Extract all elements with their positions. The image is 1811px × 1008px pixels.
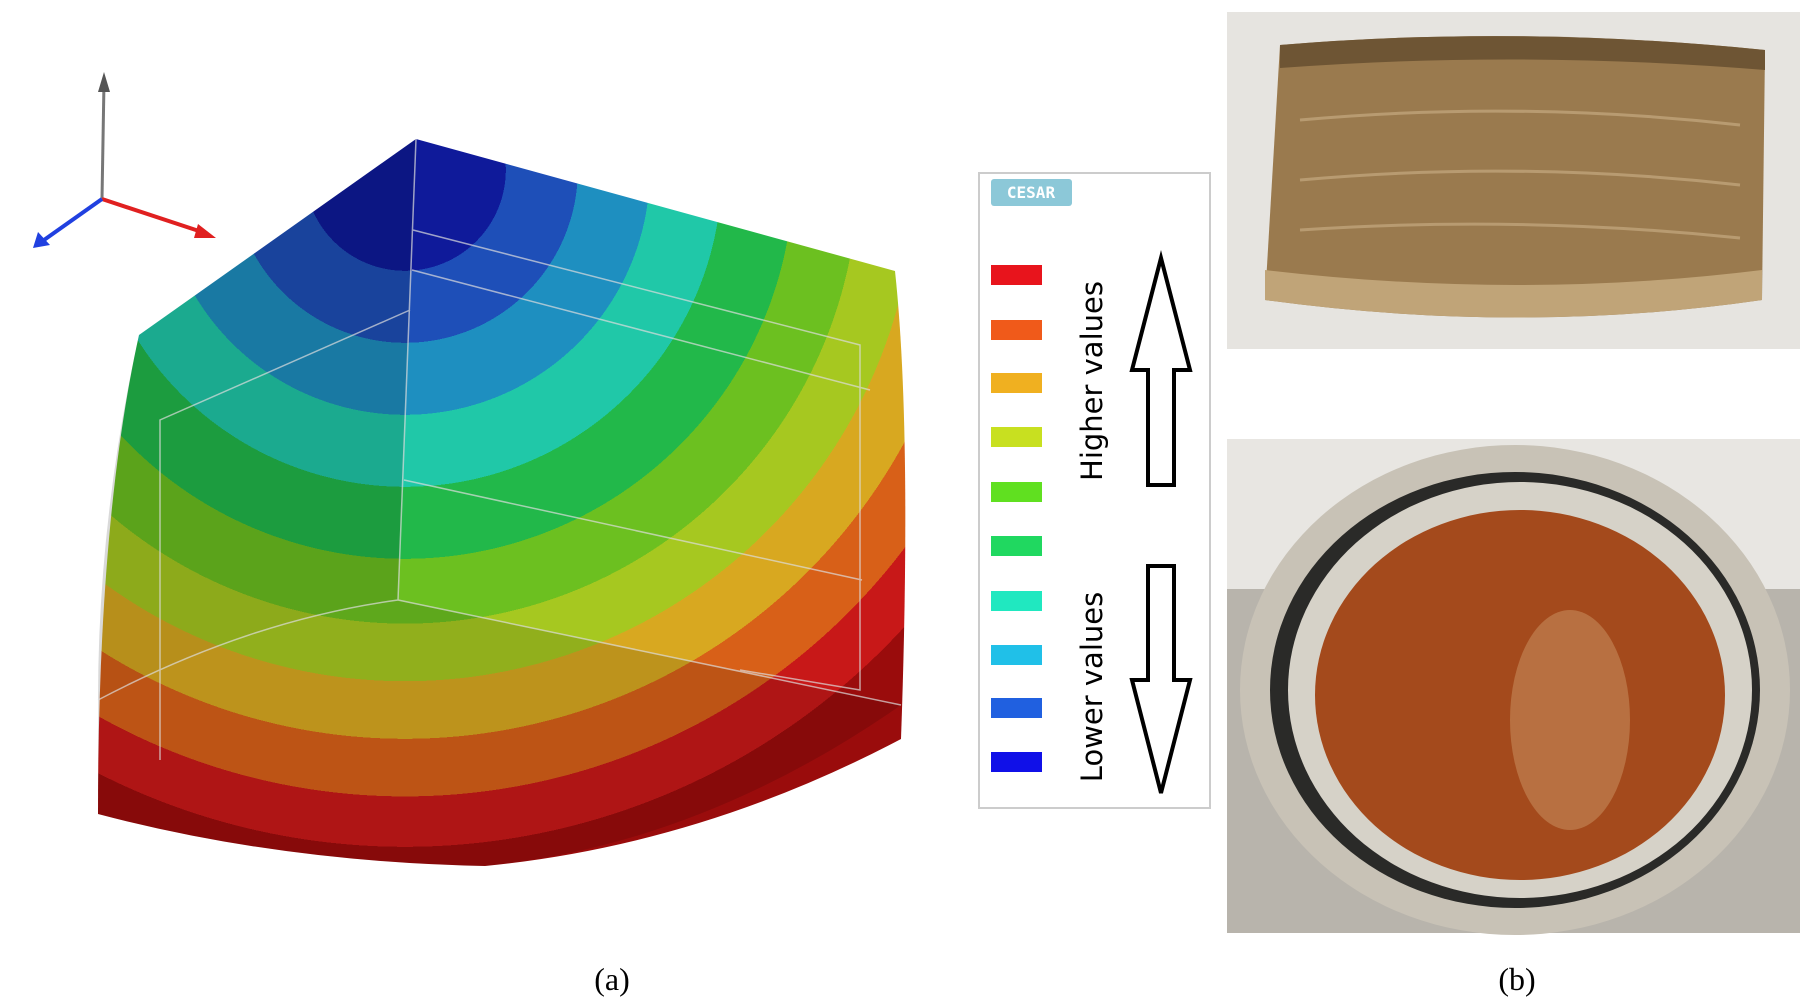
up-arrow (1129, 250, 1193, 487)
panel-b-label: (b) (1498, 961, 1535, 997)
legend-swatches (991, 265, 1042, 772)
higher-values-label: Higher values (1075, 281, 1109, 481)
axis-triad (33, 72, 216, 248)
legend-badge-text: CESAR (1007, 183, 1056, 202)
lower-values-label: Lower values (1075, 592, 1109, 782)
panel-a-label: (a) (594, 961, 630, 997)
legend-badge (991, 179, 1072, 206)
photo-section (1227, 439, 1800, 935)
photo-side (1227, 12, 1800, 349)
legend: CESAR Higher values Lower values (978, 172, 1211, 809)
down-arrow (1129, 564, 1193, 794)
contour-model (97, 138, 906, 866)
